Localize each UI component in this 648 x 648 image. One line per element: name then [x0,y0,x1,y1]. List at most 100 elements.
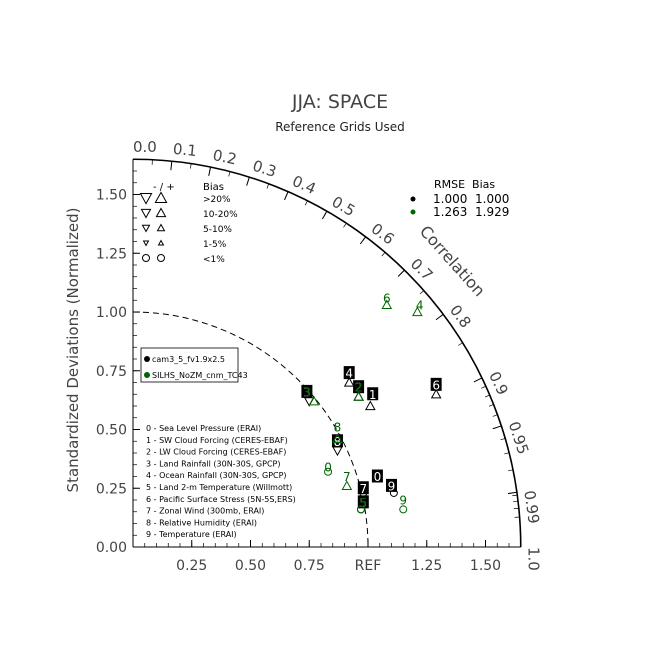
data-point-marker [324,467,333,476]
correlation-minor-tick [381,252,386,257]
correlation-minor-tick [343,222,347,228]
bias-legend-label: 1-5% [203,240,227,250]
data-point-marker [308,395,320,406]
bias-legend-circle-marker [157,254,165,262]
correlation-minor-tick [504,452,510,455]
variable-list-item: 0 - Sea Level Pressure (ERAI) [146,424,261,433]
correlation-minor-tick [419,290,425,295]
bias-legend-circle-marker [142,254,150,262]
bias-legend: - / + Bias >20% 10-20% 5-10% 1-5% <1% [139,182,238,265]
bias-legend-down-marker [141,224,151,233]
data-point-label: 5 [359,496,367,510]
correlation-tick [359,236,367,245]
data-point-label-box [371,469,383,483]
variable-list-item: 1 - SW Cloud Forcing (CERES-EBAF) [146,436,288,445]
correlation-minor-tick [488,404,494,407]
bias-value: 1.000 [475,192,509,206]
data-point-label: 9 [399,494,407,508]
data-point: 4 [412,298,424,317]
data-point: 1 [365,387,379,411]
rmse-bias-header: RMSE Bias [434,178,495,191]
rmse-row-dot [410,196,416,202]
data-point-label-box [367,387,379,401]
x-tick-label: 0.50 [235,558,266,574]
data-point: 4 [343,366,355,387]
data-point-label-box [343,366,355,380]
correlation-minor-tick [484,394,490,398]
series-legend-dot [144,356,150,362]
correlation-minor-tick [481,385,486,389]
correlation-tick [435,313,444,321]
correlation-minor-tick [458,342,463,346]
data-point-label: 3 [303,385,311,399]
data-point: 9 [386,478,398,497]
bias-legend-up-marker [154,191,168,203]
bias-legend-down-marker [140,208,152,219]
data-point: 0 [324,461,333,476]
data-point-label-box [357,495,369,509]
rmse-row-dot [410,209,416,215]
correlation-tick-label: 0.7 [407,255,437,285]
bias-legend-label: 5-10% [203,225,232,235]
correlation-minor-tick [266,183,270,189]
data-point-label: 8 [334,421,342,435]
correlation-minor-tick [228,171,231,177]
variable-list-item: 8 - Relative Humidity (ERAI) [146,518,257,527]
data-point-label: 7 [343,470,351,484]
data-point-label: 6 [383,291,391,305]
data-point-marker [353,391,364,401]
data-point: 6 [381,291,393,310]
correlation-tick [492,425,502,430]
y-tick-label: 1.25 [96,246,127,262]
outer-arc [132,158,522,548]
y-tick-label: 1.00 [96,305,127,321]
variable-list-item: 2 - LW Cloud Forcing (CERES-EBAF) [146,448,286,457]
series-legend-dot [144,372,150,378]
data-point: 0 [371,469,383,484]
correlation-tick-label: 0.6 [368,220,398,249]
y-tick-label: 0.25 [96,481,127,497]
y-tick-label: 0.00 [96,540,127,556]
correlation-minor-tick [190,163,192,169]
data-point-label: 0 [324,461,332,475]
variable-list-item: 7 - Zonal Wind (300mb, ERAI) [146,507,264,516]
correlation-tick-label: 0.2 [211,146,238,168]
data-point: 7 [341,470,353,490]
correlation-tick-label: 0.3 [250,157,278,181]
correlation-tick-label: 1.0 [524,547,542,571]
y-tick-label: 0.75 [96,364,127,380]
bias-legend-down-marker [139,193,153,205]
correlation-tick-label: 0.5 [329,193,359,221]
chart-subtitle: Reference Grids Used [275,120,405,134]
correlation-tick [246,176,250,186]
bias-legend-sign-header: - / + [153,182,175,193]
correlation-tick-label: 0.8 [446,301,475,331]
variable-list-item: 9 - Temperature (ERAI) [146,530,237,539]
data-point-label: 5 [359,496,367,510]
correlation-tick-label: 0.0 [133,138,157,156]
variable-list: 0 - Sea Level Pressure (ERAI) 1 - SW Clou… [146,424,296,539]
bias-legend-label: >20% [203,195,231,205]
x-tick-label: 1.25 [411,558,442,574]
data-point-marker [399,505,408,514]
bias-legend-bias-header: Bias [203,182,224,193]
data-point-label: 6 [432,378,440,392]
data-point-marker [430,388,442,399]
chart-title: JJA: SPACE [291,91,388,113]
data-point-label: 0 [374,470,382,484]
correlation-tick [397,269,405,277]
data-point: 3 [303,385,320,406]
bias-legend-up-marker [157,239,165,246]
correlation-tick-label: 0.99 [520,489,543,525]
data-point: 8 [332,421,343,443]
data-point-marker [381,299,393,310]
data-point-label: 2 [355,381,363,395]
series-legend-box [140,347,239,383]
bias-legend-down-marker [142,240,150,247]
correlation-minor-tick [512,494,518,497]
data-point-marker [356,505,365,514]
data-point-marker [332,433,343,443]
bias-legend-up-marker [155,207,167,218]
